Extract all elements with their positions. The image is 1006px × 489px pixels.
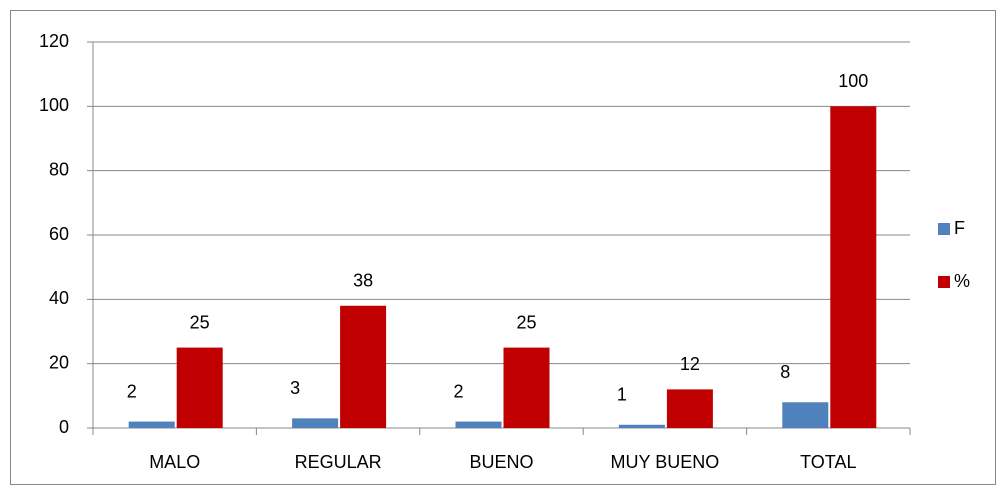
x-tick-label: BUENO bbox=[469, 452, 533, 472]
x-tick-label: REGULAR bbox=[295, 452, 382, 472]
y-tick-label: 20 bbox=[49, 352, 69, 372]
y-tick-label: 40 bbox=[49, 288, 69, 308]
y-tick-label: 120 bbox=[39, 31, 69, 51]
bar bbox=[503, 347, 550, 428]
bar bbox=[782, 402, 829, 428]
data-label: 25 bbox=[190, 312, 210, 332]
data-label: 12 bbox=[680, 354, 700, 374]
data-label: 1 bbox=[617, 385, 627, 405]
x-tick-label: TOTAL bbox=[800, 452, 856, 472]
legend-label: % bbox=[954, 271, 970, 291]
data-label: 2 bbox=[453, 381, 463, 401]
data-label: 100 bbox=[838, 71, 868, 91]
data-label: 38 bbox=[353, 271, 373, 291]
x-tick-label: MALO bbox=[149, 452, 200, 472]
legend-swatch bbox=[938, 276, 950, 288]
bar bbox=[618, 424, 665, 428]
bar bbox=[292, 418, 339, 428]
bar bbox=[340, 305, 387, 428]
bar bbox=[176, 347, 223, 428]
bar bbox=[455, 421, 502, 428]
legend-label: F bbox=[954, 218, 965, 238]
data-label: 2 bbox=[127, 381, 137, 401]
legend-swatch bbox=[938, 223, 950, 235]
y-tick-label: 60 bbox=[49, 224, 69, 244]
data-label: 3 bbox=[290, 378, 300, 398]
bar bbox=[666, 389, 713, 428]
y-tick-label: 80 bbox=[49, 159, 69, 179]
data-label: 8 bbox=[780, 362, 790, 382]
bar bbox=[830, 106, 877, 428]
bar bbox=[128, 421, 175, 428]
x-tick-label: MUY BUENO bbox=[611, 452, 720, 472]
y-tick-label: 100 bbox=[39, 95, 69, 115]
y-tick-label: 0 bbox=[59, 417, 69, 437]
data-label: 25 bbox=[516, 312, 536, 332]
